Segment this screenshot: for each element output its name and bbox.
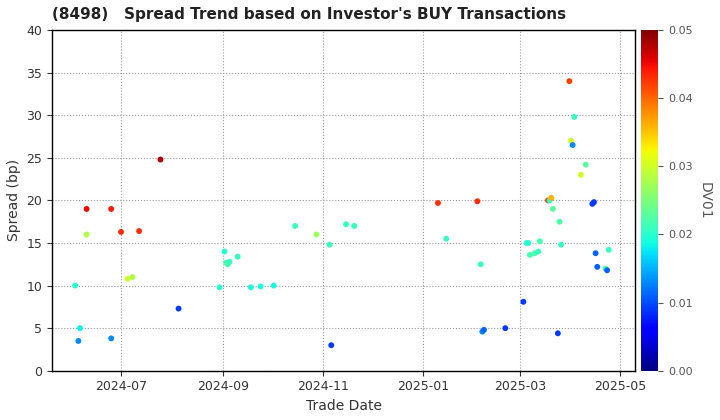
Point — [105, 205, 117, 212]
Point — [222, 261, 233, 268]
Point — [555, 241, 567, 248]
Point — [73, 338, 84, 344]
Point — [432, 200, 444, 206]
Point — [600, 265, 611, 272]
Point — [127, 274, 138, 281]
Point — [81, 231, 92, 238]
Point — [472, 198, 483, 205]
Point — [477, 328, 488, 335]
Point — [214, 284, 225, 291]
Point — [173, 305, 184, 312]
Point — [547, 205, 559, 212]
Point — [603, 247, 614, 253]
Point — [564, 78, 575, 84]
Point — [255, 283, 266, 290]
X-axis label: Trade Date: Trade Date — [305, 399, 382, 413]
Point — [475, 261, 487, 268]
Point — [105, 335, 117, 342]
Point — [155, 156, 166, 163]
Point — [268, 282, 279, 289]
Point — [122, 276, 133, 282]
Point — [220, 259, 232, 266]
Point — [441, 235, 452, 242]
Point — [115, 228, 127, 235]
Point — [587, 200, 598, 207]
Point — [580, 161, 592, 168]
Point — [324, 241, 336, 248]
Point — [74, 325, 86, 331]
Point — [552, 330, 564, 337]
Point — [601, 267, 613, 273]
Point — [523, 240, 534, 247]
Y-axis label: DV01: DV01 — [698, 181, 712, 219]
Point — [534, 238, 546, 245]
Point — [590, 250, 601, 257]
Point — [348, 223, 360, 229]
Point — [500, 325, 511, 331]
Point — [311, 231, 323, 238]
Point — [524, 252, 536, 258]
Point — [133, 228, 145, 234]
Point — [232, 253, 243, 260]
Point — [588, 199, 600, 205]
Point — [289, 223, 301, 229]
Point — [542, 197, 554, 204]
Text: (8498)   Spread Trend based on Investor's BUY Transactions: (8498) Spread Trend based on Investor's … — [52, 7, 566, 22]
Point — [219, 248, 230, 255]
Point — [544, 197, 555, 204]
Point — [69, 282, 81, 289]
Point — [81, 205, 92, 212]
Point — [529, 250, 541, 257]
Point — [245, 284, 256, 291]
Point — [546, 194, 557, 201]
Point — [518, 299, 529, 305]
Point — [521, 240, 532, 247]
Point — [478, 326, 490, 333]
Point — [569, 113, 580, 120]
Point — [341, 221, 352, 228]
Point — [532, 248, 544, 255]
Y-axis label: Spread (bp): Spread (bp) — [7, 159, 21, 242]
Point — [224, 258, 235, 265]
Point — [565, 137, 577, 144]
Point — [554, 218, 565, 225]
Point — [575, 171, 587, 178]
Point — [592, 263, 603, 270]
Point — [567, 142, 578, 148]
Point — [325, 342, 337, 349]
